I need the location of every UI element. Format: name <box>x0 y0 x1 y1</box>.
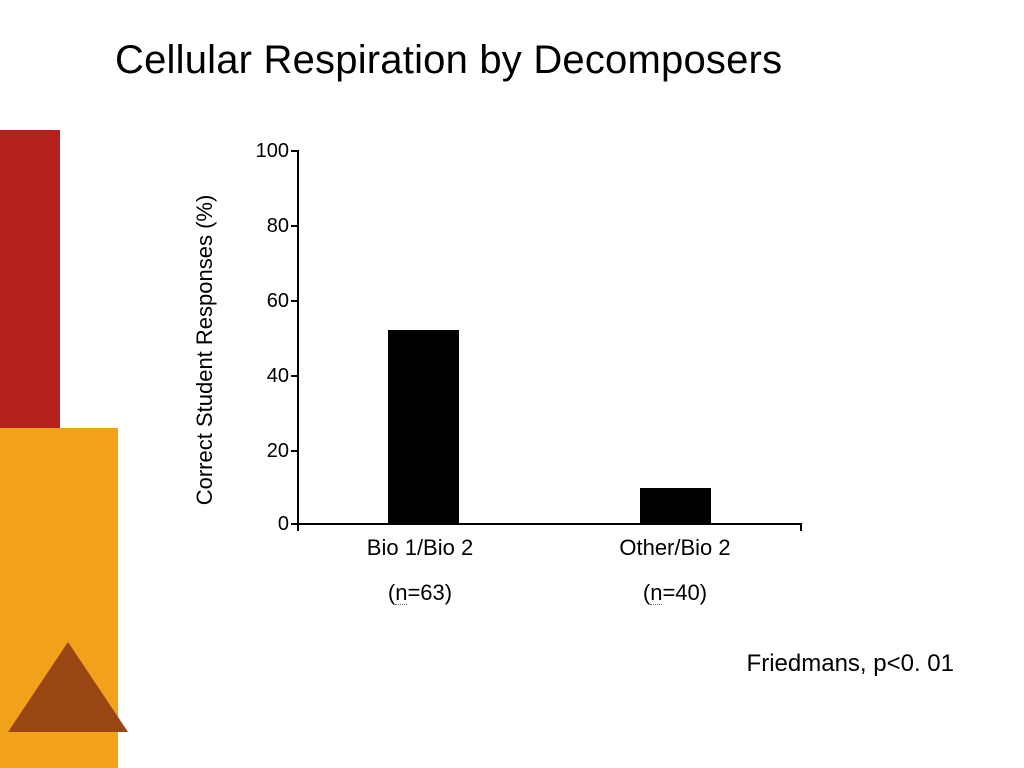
slide-title: Cellular Respiration by Decomposers <box>115 38 1004 83</box>
n-label-1: (n=40) <box>575 580 775 606</box>
category-label-1: Other/Bio 2 <box>575 535 775 561</box>
decor-triangle <box>8 642 128 732</box>
stat-footnote: Friedmans, p<0. 01 <box>747 650 954 678</box>
n-label-0: (n=63) <box>320 580 520 606</box>
y-axis-line <box>297 150 299 525</box>
decor-red-block <box>0 130 60 435</box>
x-axis-line <box>297 523 802 525</box>
y-axis-label: Correct Student Responses (%) <box>192 195 218 506</box>
plot-region: 100 80 60 40 20 0 <box>297 150 802 525</box>
bar-other-bio2 <box>640 488 711 526</box>
bar-chart: Correct Student Responses (%) 100 80 60 … <box>225 140 825 560</box>
category-label-0: Bio 1/Bio 2 <box>320 535 520 561</box>
slide: Cellular Respiration by Decomposers Corr… <box>0 0 1024 768</box>
xtick-left <box>297 525 299 531</box>
bar-bio1-bio2 <box>388 330 459 525</box>
xtick-right <box>800 525 802 531</box>
